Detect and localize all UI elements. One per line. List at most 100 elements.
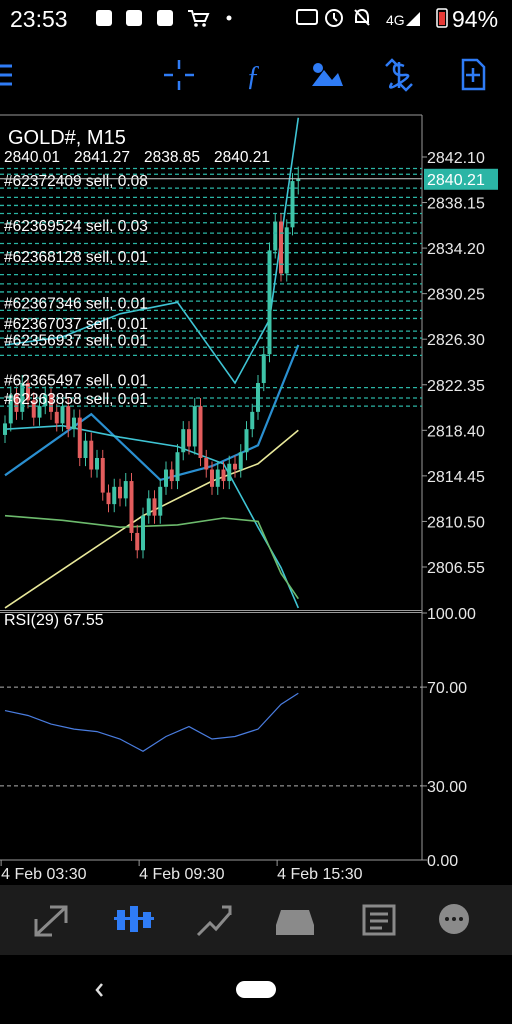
y-tick-label: 2830.25: [427, 287, 485, 304]
new-order-button[interactable]: [461, 58, 486, 91]
crosshair-button[interactable]: [164, 60, 194, 90]
candle-body: [181, 429, 186, 453]
rsi-tick-label: 0.00: [427, 853, 458, 870]
rsi-tick-label: 70.00: [427, 680, 467, 697]
candle-body: [261, 354, 266, 384]
time-label: 4 Feb 03:30: [1, 866, 87, 883]
battery-percent: 94%: [452, 6, 498, 32]
candle-body: [198, 406, 203, 458]
indicator-line: [4, 429, 299, 609]
rsi-tick-label: 30.00: [427, 779, 467, 796]
order-label: #62367346 sell, 0.01: [4, 295, 148, 312]
bottom-nav: [0, 885, 512, 955]
rsi-label: RSI(29) 67.55: [4, 612, 104, 629]
symbol-button[interactable]: [385, 58, 413, 92]
candle-body: [204, 457, 209, 470]
y-tick-label: 2822.35: [427, 378, 485, 395]
ohlc-value: 2840.21: [214, 149, 270, 166]
candle-body: [296, 178, 301, 182]
candle-body: [43, 394, 48, 407]
system-icons: [296, 8, 370, 27]
candle-body: [146, 498, 151, 516]
y-tick-label: 2842.10: [427, 150, 485, 167]
candle-body: [66, 406, 71, 430]
candle-body: [118, 486, 122, 499]
candle-body: [279, 221, 283, 274]
y-tick-label: 2810.50: [427, 514, 485, 531]
y-tick-label: 2838.15: [427, 196, 485, 213]
time-label: 4 Feb 15:30: [277, 866, 363, 883]
candle-body: [250, 411, 255, 430]
order-label: #62372409 sell, 0.08: [4, 173, 148, 190]
candle-body: [49, 394, 53, 412]
order-label: #62365497 sell, 0.01: [4, 373, 148, 390]
objects-button[interactable]: [312, 63, 343, 86]
candle-body: [256, 383, 260, 412]
chart-tab[interactable]: [114, 906, 154, 932]
order-label: #62368128 sell, 0.01: [4, 249, 148, 266]
candle-body: [77, 417, 82, 458]
candle-body: [60, 406, 65, 424]
news-tab[interactable]: [362, 904, 396, 936]
candle-body: [164, 469, 168, 487]
ohlc-value: 2840.01: [4, 149, 60, 166]
battery-icon: [436, 8, 448, 28]
candle-body: [37, 406, 42, 418]
candle-body: [20, 383, 25, 412]
candle-body: [233, 463, 237, 470]
candle-body: [273, 221, 278, 251]
candle-body: [14, 394, 19, 412]
battery-level: [439, 12, 445, 25]
candle-body: [54, 411, 59, 424]
candle-body: [187, 429, 191, 447]
y-tick-label: 2818.40: [427, 423, 485, 440]
indicator-line: [4, 514, 299, 600]
candle-body: [106, 492, 111, 505]
candle-body: [72, 417, 76, 430]
candle-body: [238, 452, 243, 470]
chat-tab[interactable]: [439, 904, 469, 934]
candle-body: [221, 469, 226, 482]
signal-icon: [406, 12, 420, 26]
time-label: 4 Feb 09:30: [139, 866, 225, 883]
chart-frame: [0, 114, 423, 861]
candle-body: [175, 452, 180, 482]
candle-body: [227, 463, 232, 482]
order-label: #62363858 sell, 0.01: [4, 391, 148, 408]
order-label: #62369524 sell, 0.03: [4, 218, 148, 235]
indicators-button[interactable]: ƒ: [246, 61, 260, 92]
candle-body: [215, 469, 220, 487]
candle-body: [83, 440, 88, 458]
trade-tab[interactable]: [196, 905, 232, 937]
candle-body: [8, 394, 13, 424]
back-button[interactable]: [95, 983, 103, 997]
current-price-box: [424, 168, 498, 190]
candle-body: [135, 532, 140, 551]
ohlc-value: 2838.85: [144, 149, 200, 166]
y-tick-label: 2814.45: [427, 469, 485, 486]
candle-body: [89, 440, 94, 470]
order-label: #62367037 sell, 0.01: [4, 316, 148, 333]
y-tick-label: 2834.20: [427, 241, 485, 258]
network-type: 4G: [386, 12, 405, 28]
candle-body: [112, 486, 117, 505]
rsi-value: 67.55: [64, 612, 104, 629]
history-tab[interactable]: [276, 910, 314, 935]
candle-body: [141, 515, 145, 551]
home-button[interactable]: [236, 981, 276, 998]
quotes-tab[interactable]: [34, 905, 68, 937]
candle-body: [152, 498, 157, 516]
indicator-line: [4, 344, 300, 482]
candle-body: [123, 481, 128, 499]
clock: 23:53: [10, 6, 68, 32]
menu-button[interactable]: [0, 64, 12, 86]
rsi-line: [4, 692, 299, 752]
candle-body: [192, 406, 197, 447]
candle-body: [158, 486, 163, 516]
candle-body: [290, 181, 295, 228]
candle-body: [284, 227, 289, 274]
candle-body: [210, 469, 214, 487]
candle-body: [100, 457, 105, 493]
